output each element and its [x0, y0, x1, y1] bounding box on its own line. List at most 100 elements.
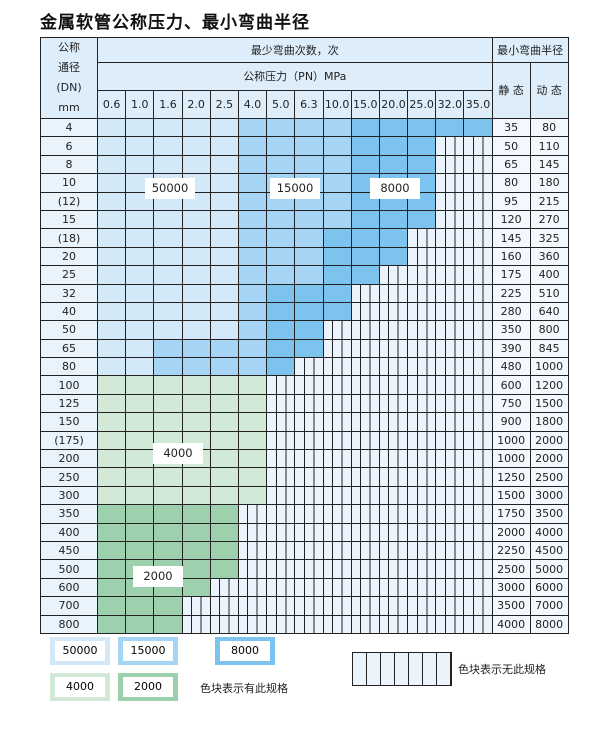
- spec-cell-50000: [96, 338, 127, 359]
- pressure-column-header: 35.0: [463, 90, 493, 119]
- dn-header-line: 公称: [58, 41, 80, 54]
- spec-cell-15000: [237, 246, 268, 267]
- no-spec-cell: [407, 504, 437, 524]
- dynamic-radius-cell: 845: [529, 338, 569, 359]
- spec-cell-8000: [322, 265, 352, 285]
- spec-cell-4000: [96, 375, 127, 395]
- no-spec-cell: [266, 540, 296, 561]
- no-spec-cell: [322, 412, 352, 432]
- spec-cell-8000: [350, 246, 380, 267]
- no-spec-cell: [435, 614, 465, 634]
- static-radius-cell: 2250: [491, 540, 531, 561]
- spec-cell-2000: [96, 559, 127, 579]
- spec-cell-8000: [266, 301, 296, 322]
- spec-cell-2000: [153, 540, 183, 561]
- no-spec-cell: [435, 449, 465, 469]
- spec-cell-4000: [237, 393, 268, 414]
- spec-cell-50000: [181, 117, 211, 138]
- spec-cell-8000: [350, 228, 380, 248]
- no-spec-cell: [378, 301, 409, 322]
- spec-cell-8000: [266, 320, 296, 340]
- legend-2000: 2000: [118, 673, 178, 701]
- dynamic-radius-cell: 270: [529, 209, 569, 230]
- no-spec-cell: [266, 430, 296, 451]
- spec-cell-2000: [181, 559, 211, 579]
- region-label-2000: 2000: [133, 566, 183, 587]
- spec-cell-15000: [181, 338, 211, 359]
- no-spec-cell: [350, 596, 380, 616]
- no-spec-cell: [463, 173, 493, 193]
- table-row: 15 120 270: [40, 209, 569, 230]
- region-label-50000: 50000: [145, 178, 195, 199]
- spec-cell-2000: [125, 540, 155, 561]
- spec-cell-50000: [153, 209, 183, 230]
- spec-cell-50000: [209, 117, 239, 138]
- no-spec-cell: [350, 577, 380, 598]
- no-spec-cell: [463, 412, 493, 432]
- pressure-radius-table: 公称 通径 (DN) mm 最少弯曲次数，次 最小弯曲半径 公称压力（PN）MPa 静 态动 …: [40, 37, 569, 634]
- dynamic-radius-cell: 400: [529, 265, 569, 285]
- spec-cell-15000: [266, 117, 296, 138]
- no-spec-cell: [463, 283, 493, 303]
- table-row: 500 2500 5000: [40, 559, 569, 579]
- spec-cell-4000: [209, 430, 239, 451]
- spec-cell-50000: [181, 209, 211, 230]
- spec-cell-4000: [96, 467, 127, 487]
- spec-cell-2000: [96, 614, 127, 634]
- spec-cell-50000: [96, 117, 127, 138]
- no-spec-cell: [435, 577, 465, 598]
- no-spec-cell: [407, 614, 437, 634]
- table-row: 65 390 845: [40, 338, 569, 359]
- static-radius-cell: 750: [491, 393, 531, 414]
- table-row: 150 900 1800: [40, 412, 569, 432]
- no-spec-cell: [237, 522, 268, 542]
- no-spec-cell: [322, 375, 352, 395]
- table-row: (18) 145 325: [40, 228, 569, 248]
- spec-cell-15000: [322, 191, 352, 211]
- no-spec-cell: [322, 540, 352, 561]
- dn-header: 公称 通径 (DN) mm: [40, 37, 98, 119]
- no-spec-cell: [435, 283, 465, 303]
- spec-cell-50000: [209, 283, 239, 303]
- spec-cell-15000: [322, 209, 352, 230]
- no-spec-cell: [407, 559, 437, 579]
- dn-cell: 200: [40, 449, 98, 469]
- dn-cell: 250: [40, 467, 98, 487]
- dynamic-radius-cell: 2000: [529, 430, 569, 451]
- dynamic-radius-cell: 640: [529, 301, 569, 322]
- no-spec-cell: [378, 393, 409, 414]
- no-spec-cell: [463, 577, 493, 598]
- dynamic-radius-cell: 215: [529, 191, 569, 211]
- spec-cell-50000: [181, 320, 211, 340]
- spec-cell-50000: [153, 265, 183, 285]
- spec-cell-15000: [294, 246, 324, 267]
- dynamic-radius-cell: 3500: [529, 504, 569, 524]
- spec-cell-4000: [181, 412, 211, 432]
- spec-cell-50000: [125, 283, 155, 303]
- no-spec-cell: [435, 430, 465, 451]
- spec-cell-50000: [153, 320, 183, 340]
- spec-cell-4000: [237, 375, 268, 395]
- spec-cell-15000: [322, 136, 352, 156]
- no-spec-cell: [463, 449, 493, 469]
- no-spec-cell: [407, 301, 437, 322]
- no-spec-cell: [435, 209, 465, 230]
- spec-cell-15000: [209, 338, 239, 359]
- spec-cell-15000: [181, 357, 211, 377]
- spec-cell-15000: [237, 357, 268, 377]
- no-spec-cell: [378, 320, 409, 340]
- dynamic-radius-cell: 6000: [529, 577, 569, 598]
- no-spec-cell: [463, 154, 493, 175]
- dynamic-radius-cell: 80: [529, 117, 569, 138]
- no-spec-cell: [294, 357, 324, 377]
- spec-cell-8000: [322, 228, 352, 248]
- spec-cell-50000: [153, 283, 183, 303]
- static-radius-cell: 95: [491, 191, 531, 211]
- dynamic-radius-cell: 800: [529, 320, 569, 340]
- spec-cell-2000: [153, 504, 183, 524]
- spec-cell-50000: [181, 228, 211, 248]
- dn-cell: 15: [40, 209, 98, 230]
- static-radius-cell: 35: [491, 117, 531, 138]
- pressure-column-header: 15.0: [350, 90, 380, 119]
- spec-cell-2000: [125, 596, 155, 616]
